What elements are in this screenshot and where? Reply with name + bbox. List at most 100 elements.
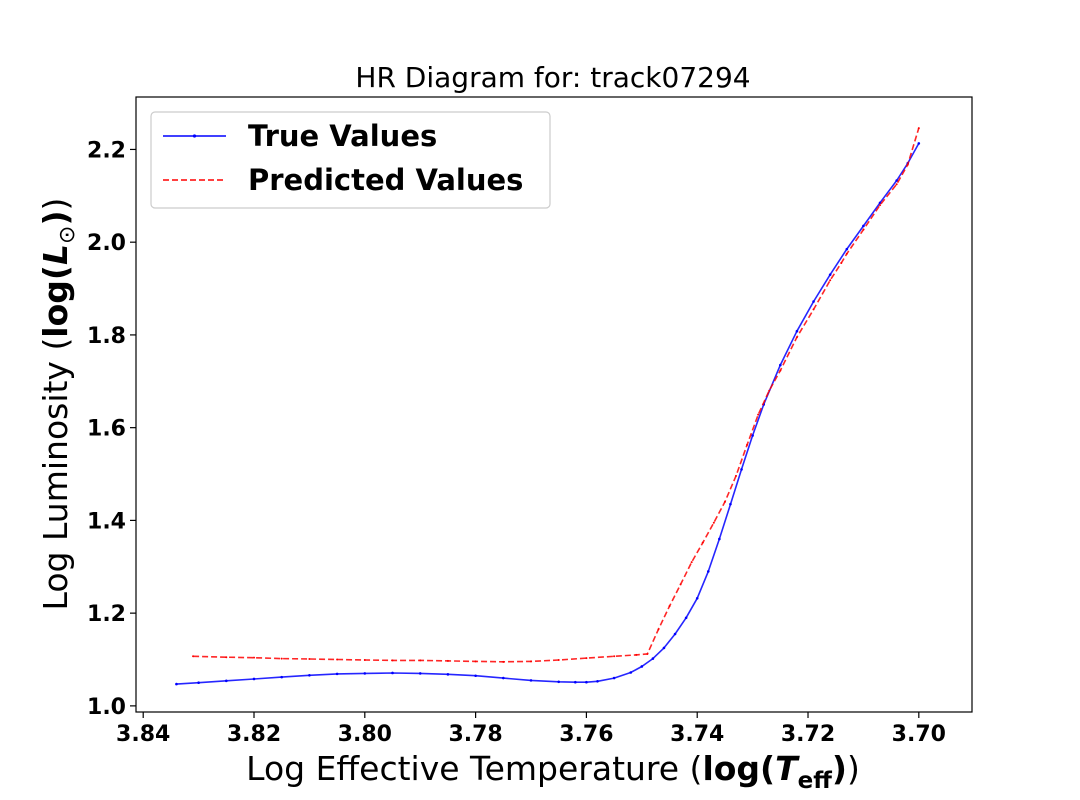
data-point-predicted-values: [757, 413, 760, 416]
x-axis-label: Log Effective Temperature (log(Teff)): [246, 749, 860, 794]
x-tick-label: 3.74: [670, 722, 724, 747]
x-axis-label-func: log(: [702, 749, 775, 788]
y-axis-ticks: 1.0 1.2 1.4 1.6 1.8 2.0 2.2: [87, 138, 136, 720]
data-point-predicted-values: [862, 228, 865, 231]
data-point-true-values: [862, 224, 865, 228]
x-axis-ticks: 3.84 3.82 3.80 3.78 3.76 3.74 3.72 3.70: [116, 712, 946, 747]
x-tick-label: 3.76: [559, 722, 613, 747]
data-point-predicted-values: [746, 443, 749, 446]
data-point-true-values: [335, 672, 339, 676]
data-point-predicted-values: [635, 653, 638, 656]
data-point-true-values: [828, 273, 832, 276]
legend: True Values Predicted Values: [150, 111, 551, 209]
data-point-predicted-values: [712, 521, 715, 524]
data-point-true-values: [529, 679, 533, 682]
legend-marker-true-values: [192, 134, 197, 138]
x-tick-label: 3.72: [781, 722, 835, 747]
data-point-true-values: [502, 676, 505, 680]
legend-label-predicted-values: Predicted Values: [248, 163, 523, 197]
data-point-predicted-values: [829, 279, 832, 282]
chart-title: HR Diagram for: track07294: [355, 61, 750, 94]
data-point-predicted-values: [668, 605, 671, 608]
x-axis-label-var: T: [775, 749, 800, 788]
data-point-predicted-values: [690, 561, 693, 564]
data-point-predicted-values: [280, 657, 283, 660]
data-point-predicted-values: [530, 660, 533, 663]
data-point-true-values: [474, 674, 477, 678]
x-axis-label-prefix: Log Effective Temperature (: [246, 749, 702, 788]
data-point-true-values: [585, 680, 588, 684]
data-point-true-values: [252, 677, 256, 681]
data-point-predicted-values: [585, 657, 588, 660]
data-point-predicted-values: [253, 656, 256, 659]
y-tick-label: 1.8: [87, 324, 126, 349]
x-axis-label-sub: eff: [798, 768, 833, 794]
legend-box: [150, 111, 551, 209]
data-point-true-values: [308, 673, 311, 677]
data-point-true-values: [751, 434, 754, 437]
data-point-predicted-values: [679, 583, 682, 586]
y-axis-label-suffix: ): [36, 198, 75, 211]
y-axis-label-close: ): [36, 210, 75, 225]
data-point-true-values: [795, 329, 799, 333]
data-point-true-values: [596, 680, 599, 683]
data-point-predicted-values: [646, 652, 649, 655]
y-tick-label: 1.0: [87, 695, 126, 720]
data-point-true-values: [640, 665, 644, 668]
data-point-true-values: [391, 671, 394, 675]
data-point-predicted-values: [906, 163, 909, 166]
legend-label-true-values: True Values: [248, 119, 437, 153]
data-point-predicted-values: [613, 655, 616, 658]
plot-area: [135, 96, 973, 713]
data-point-true-values: [225, 679, 228, 683]
axes-frame: [135, 96, 973, 713]
data-point-predicted-values: [308, 658, 311, 661]
data-point-true-values: [812, 300, 815, 303]
data-point-true-values: [740, 468, 743, 471]
x-tick-label: 3.84: [116, 722, 170, 747]
data-point-true-values: [363, 672, 367, 675]
data-point-true-values: [684, 616, 688, 620]
x-tick-label: 3.78: [448, 722, 502, 747]
data-point-true-values: [729, 502, 732, 506]
data-point-true-values: [779, 363, 782, 367]
y-axis-label: Log Luminosity (log(L⊙)): [36, 198, 80, 611]
data-point-predicted-values: [419, 659, 422, 662]
data-point-true-values: [557, 680, 561, 684]
y-axis-label-func: log(: [36, 265, 75, 338]
data-point-true-values: [706, 570, 710, 573]
data-point-predicted-values: [502, 660, 505, 663]
data-point-predicted-values: [917, 127, 920, 130]
series-line-predicted-values: [193, 127, 920, 663]
y-tick-label: 2.2: [87, 138, 126, 163]
data-point-true-values: [895, 179, 898, 182]
data-point-predicted-values: [657, 628, 660, 631]
data-point-true-values: [718, 537, 721, 541]
y-tick-label: 1.2: [87, 602, 126, 627]
data-point-true-values: [845, 247, 849, 251]
data-point-predicted-values: [723, 500, 726, 503]
data-point-predicted-values: [363, 658, 366, 661]
y-axis-label-sub: ⊙: [55, 226, 80, 244]
y-tick-label: 2.0: [87, 231, 126, 256]
data-point-true-values: [197, 681, 200, 684]
x-tick-label: 3.70: [892, 722, 946, 747]
data-point-predicted-values: [336, 658, 339, 661]
data-point-predicted-values: [795, 336, 798, 339]
data-point-true-values: [280, 675, 284, 679]
y-tick-label: 1.6: [87, 417, 126, 442]
data-point-predicted-values: [192, 655, 195, 658]
data-point-true-values: [574, 680, 577, 684]
data-point-true-values: [695, 597, 699, 600]
data-point-predicted-values: [701, 541, 704, 544]
data-point-predicted-values: [446, 659, 449, 662]
data-point-predicted-values: [879, 204, 882, 207]
data-point-predicted-values: [225, 656, 228, 659]
data-point-predicted-values: [895, 183, 898, 186]
y-axis-label-var: L: [36, 244, 75, 265]
data-point-predicted-values: [845, 252, 848, 255]
x-axis-label-close: ): [832, 749, 847, 788]
data-point-predicted-values: [557, 658, 560, 661]
data-point-true-values: [662, 646, 666, 650]
